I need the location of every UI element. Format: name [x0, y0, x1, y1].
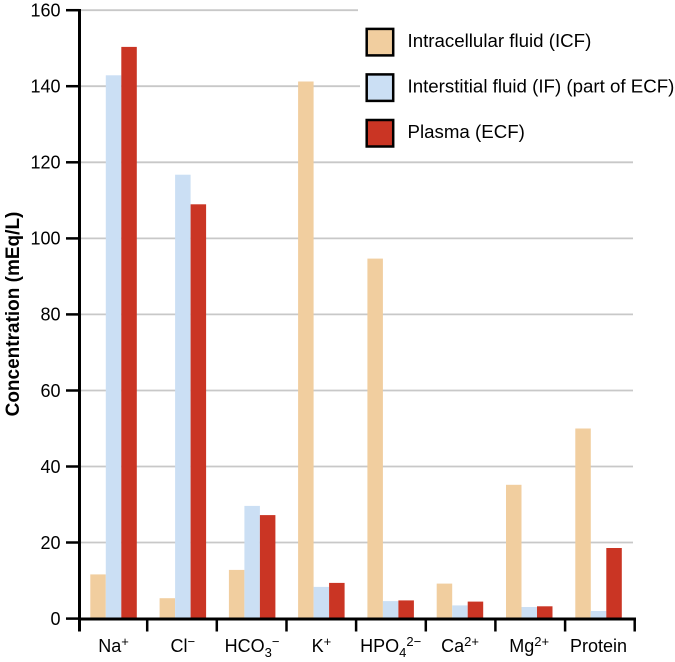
svg-text:Na+: Na+ — [98, 634, 129, 656]
svg-text:20: 20 — [40, 533, 60, 553]
svg-text:60: 60 — [40, 381, 60, 401]
svg-text:Concentration (mEq/L): Concentration (mEq/L) — [3, 212, 24, 417]
svg-text:120: 120 — [30, 153, 60, 173]
svg-text:80: 80 — [40, 305, 60, 325]
svg-text:140: 140 — [30, 77, 60, 97]
svg-text:0: 0 — [50, 609, 60, 629]
svg-text:HCO3−: HCO3− — [225, 634, 280, 660]
svg-text:100: 100 — [30, 229, 60, 249]
svg-text:160: 160 — [30, 1, 60, 21]
svg-text:Intracellular fluid (ICF): Intracellular fluid (ICF) — [408, 30, 592, 51]
svg-text:Plasma (ECF): Plasma (ECF) — [408, 121, 525, 142]
svg-text:Protein: Protein — [570, 636, 627, 656]
svg-text:Interstitial fluid (IF) (part: Interstitial fluid (IF) (part of ECF) — [408, 75, 675, 96]
svg-text:40: 40 — [40, 457, 60, 477]
